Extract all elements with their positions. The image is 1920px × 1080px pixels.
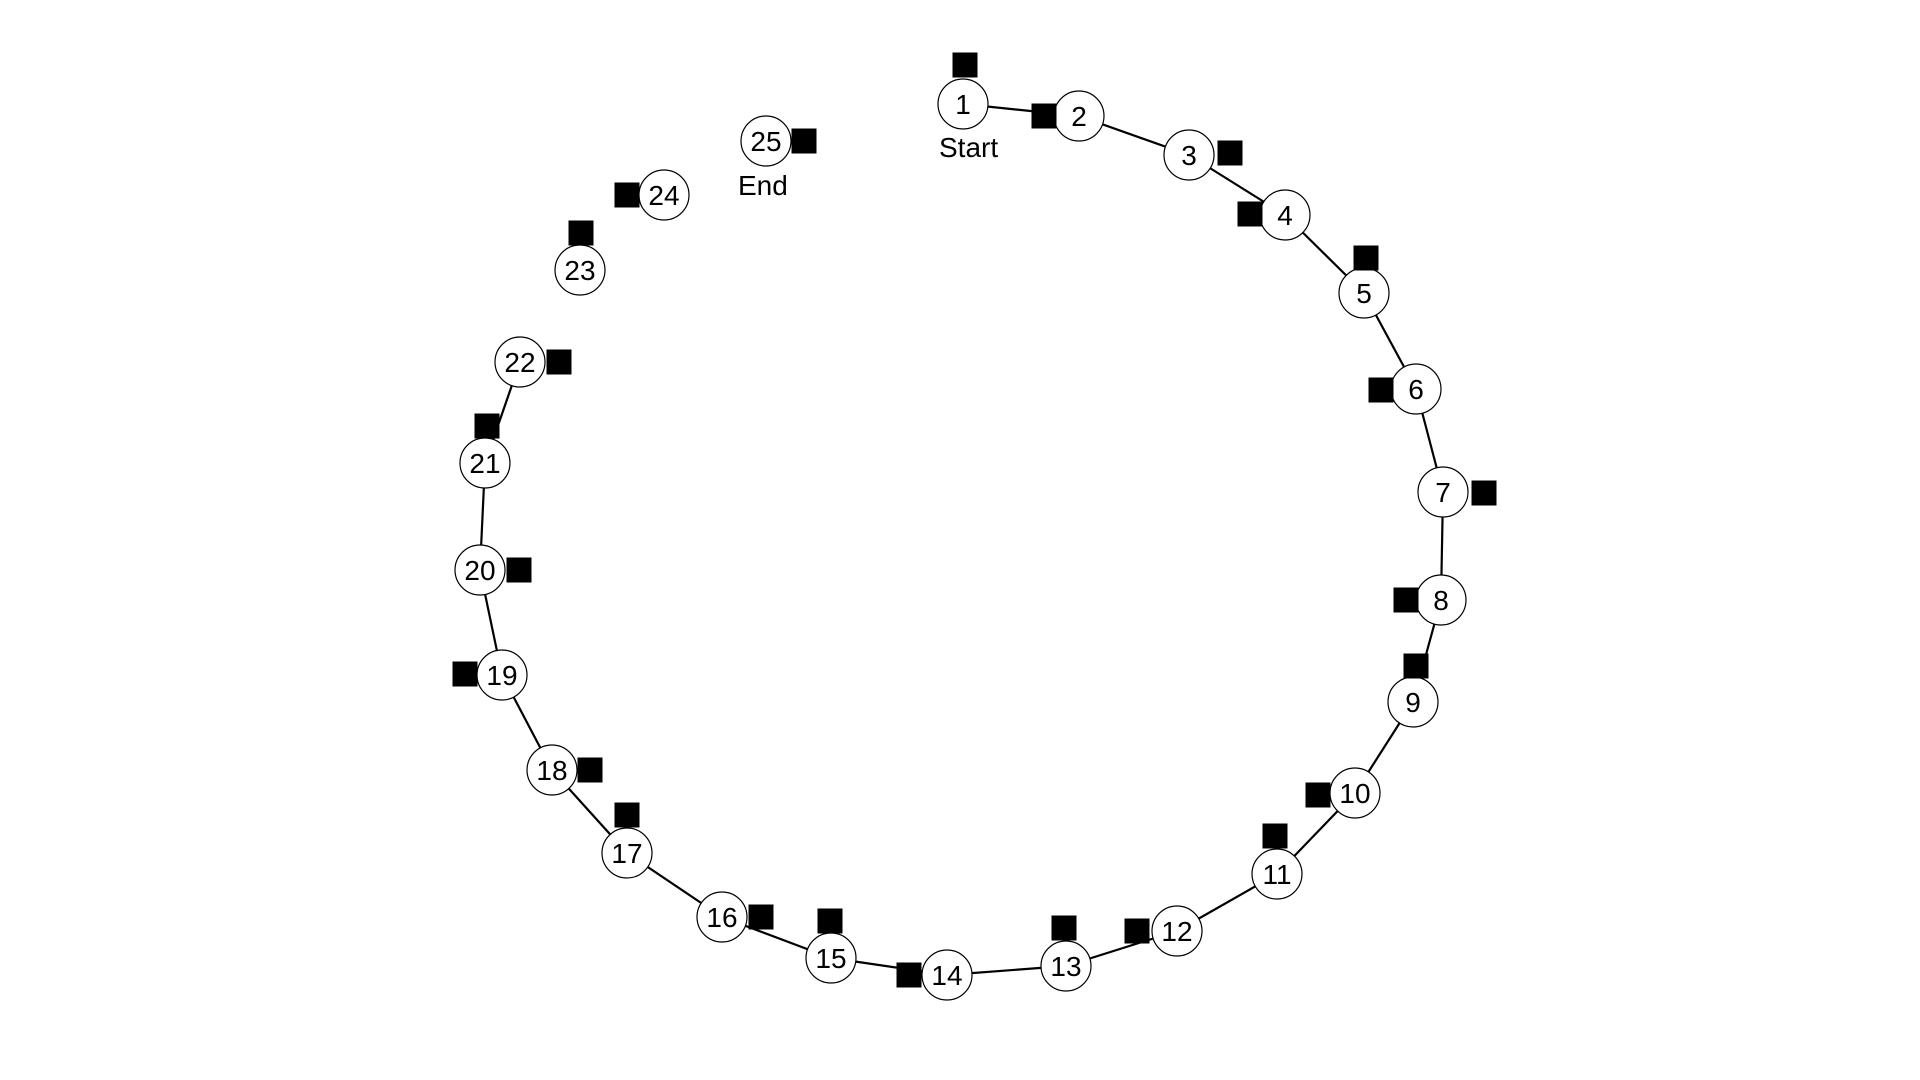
node-circle [1251, 848, 1303, 900]
marker-square-13 [1051, 915, 1077, 941]
node-5: 5 [1338, 267, 1390, 319]
node-label: 24 [648, 180, 679, 211]
marker-square-6 [1368, 377, 1394, 403]
marker-square-15 [817, 908, 843, 934]
marker-square-8 [1393, 587, 1419, 613]
node-circle [526, 744, 578, 796]
marker-square-25 [791, 128, 817, 154]
node-label: 23 [564, 255, 595, 286]
marker-square-7 [1471, 480, 1497, 506]
node-circle [696, 891, 748, 943]
marker-square-16 [748, 904, 774, 930]
node-25: 25 [740, 115, 792, 167]
node-12: 12 [1151, 905, 1203, 957]
marker-square-18 [577, 757, 603, 783]
node-16: 16 [696, 891, 748, 943]
route-markers [452, 52, 1497, 988]
node-label: 4 [1277, 200, 1293, 231]
node-label: 21 [469, 448, 500, 479]
node-label: 15 [815, 943, 846, 974]
node-9: 9 [1387, 676, 1439, 728]
node-13: 13 [1040, 940, 1092, 992]
node-14: 14 [921, 949, 973, 1001]
node-20: 20 [454, 544, 506, 596]
marker-square-11 [1262, 823, 1288, 849]
node-label: 3 [1181, 140, 1197, 171]
node-21: 21 [459, 437, 511, 489]
route-nodes: 1 234567891011121314151617181920212223242… [454, 78, 1469, 1001]
node-1: 1 [937, 78, 989, 130]
marker-square-20 [506, 557, 532, 583]
start-label: Start [939, 132, 998, 163]
node-label: 11 [1262, 859, 1291, 890]
node-label: 5 [1356, 278, 1372, 309]
marker-square-5 [1353, 245, 1379, 271]
node-8: 8 [1415, 574, 1467, 626]
node-label: 9 [1405, 687, 1421, 718]
node-circle [494, 336, 546, 388]
node-4: 4 [1259, 189, 1311, 241]
marker-square-9 [1403, 653, 1429, 679]
node-label: 12 [1161, 916, 1192, 947]
node-circle [937, 78, 989, 130]
marker-square-22 [546, 349, 572, 375]
node-circle [921, 949, 973, 1001]
marker-square-24 [614, 182, 640, 208]
node-label: 6 [1408, 374, 1424, 405]
node-label: 22 [504, 347, 535, 378]
node-23: 23 [554, 244, 606, 296]
node-label: 1 [955, 89, 971, 120]
node-circle [1040, 940, 1092, 992]
marker-square-3 [1217, 140, 1243, 166]
marker-square-14 [896, 962, 922, 988]
node-label: 17 [611, 838, 642, 869]
marker-square-19 [452, 661, 478, 687]
node-label: 18 [536, 755, 567, 786]
node-circle [1151, 905, 1203, 957]
node-label: 19 [486, 660, 517, 691]
marker-square-4 [1237, 201, 1263, 227]
marker-square-12 [1124, 918, 1150, 944]
node-label: 16 [706, 902, 737, 933]
node-label: 2 [1071, 101, 1087, 132]
node-label: 25 [750, 126, 781, 157]
node-3: 3 [1163, 129, 1215, 181]
node-label: 10 [1339, 778, 1370, 809]
node-label: 7 [1435, 477, 1451, 508]
node-label: 8 [1433, 585, 1449, 616]
marker-square-17 [614, 802, 640, 828]
node-24: 24 [638, 169, 690, 221]
node-2: 2 [1053, 90, 1105, 142]
node-circle [740, 115, 792, 167]
node-circle [1417, 466, 1469, 518]
node-19: 19 [476, 649, 528, 701]
end-label: End [738, 170, 788, 201]
marker-square-10 [1305, 782, 1331, 808]
node-circle [1163, 129, 1215, 181]
node-7: 7 [1417, 466, 1469, 518]
node-circle [454, 544, 506, 596]
node-label: 13 [1050, 951, 1081, 982]
marker-square-21 [474, 413, 500, 439]
marker-square-23 [568, 220, 594, 246]
node-circle [601, 827, 653, 879]
node-15: 15 [805, 932, 857, 984]
node-label: 20 [464, 555, 495, 586]
node-10: 10 [1329, 767, 1381, 819]
marker-square-2 [1031, 103, 1057, 129]
node-18: 18 [526, 744, 578, 796]
node-label: 14 [931, 960, 962, 991]
node-6: 6 [1390, 363, 1442, 415]
node-22: 22 [494, 336, 546, 388]
node-11: 11 [1251, 848, 1303, 900]
marker-square-1 [952, 52, 978, 78]
node-17: 17 [601, 827, 653, 879]
